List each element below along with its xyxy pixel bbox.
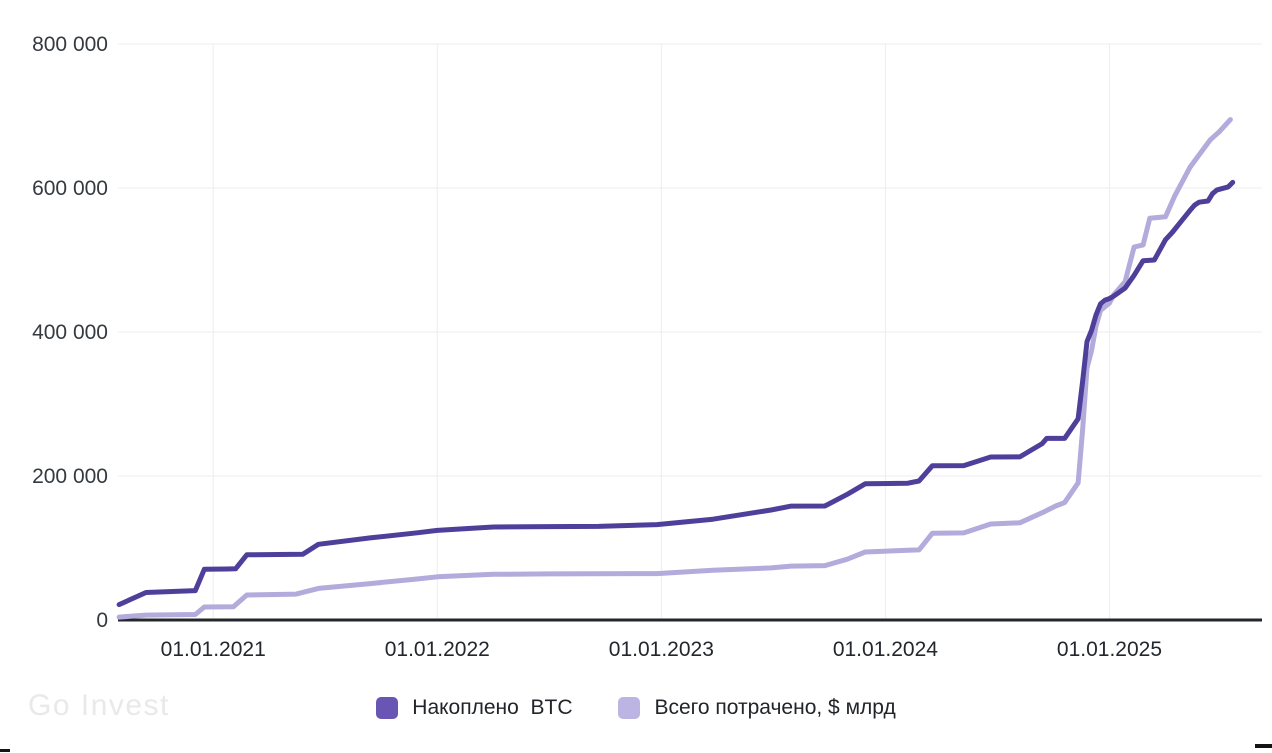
legend-item-spent[interactable]: Всего потрачено, $ млрд bbox=[618, 696, 896, 720]
corner-mark-right bbox=[1255, 744, 1272, 748]
spent-series-line[interactable] bbox=[116, 117, 1233, 620]
axis-labels: 0 200 000 400 000 600 000 800 000 01.01.2021 0… bbox=[32, 33, 1162, 661]
x-tick-label: 01.01.2025 bbox=[1057, 638, 1162, 661]
x-tick-label: 01.01.2022 bbox=[385, 638, 490, 661]
x-tick-label: 01.01.2023 bbox=[609, 638, 714, 661]
btc-series-swatch-icon bbox=[376, 697, 399, 719]
btc-legend-label: Накоплено BTC bbox=[412, 696, 573, 719]
x-tick-label: 01.01.2024 bbox=[833, 638, 938, 661]
spent-legend-label: Всего потрачено, $ млрд bbox=[654, 696, 896, 719]
legend-item-btc[interactable]: Накоплено BTC bbox=[376, 696, 572, 720]
gridlines bbox=[118, 43, 1262, 622]
y-tick-label: 600 000 bbox=[32, 177, 108, 200]
spent-series-swatch-icon bbox=[618, 697, 641, 719]
btc-series-line[interactable] bbox=[116, 179, 1236, 608]
y-tick-label: 400 000 bbox=[32, 321, 108, 344]
y-tick-label: 0 bbox=[96, 609, 108, 632]
corner-mark-left bbox=[0, 749, 10, 752]
go-invest-watermark: Go Invest bbox=[28, 689, 170, 722]
series-lines bbox=[116, 117, 1236, 620]
y-tick-label: 200 000 bbox=[32, 465, 108, 488]
y-tick-label: 800 000 bbox=[32, 33, 108, 56]
x-tick-label: 01.01.2021 bbox=[161, 638, 266, 661]
legend: Накоплено BTC Всего потрачено, $ млрд bbox=[0, 696, 1272, 720]
